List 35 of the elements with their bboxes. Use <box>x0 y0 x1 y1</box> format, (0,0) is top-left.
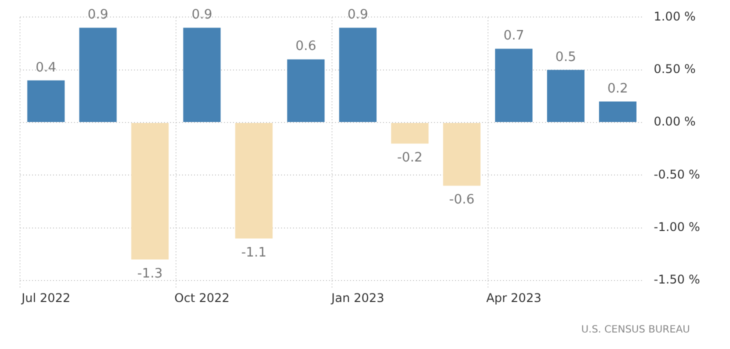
data-label: 0.6 <box>296 39 316 54</box>
data-label: 0.5 <box>555 50 576 65</box>
bar <box>27 80 65 122</box>
x-tick-label: Oct 2022 <box>174 290 230 305</box>
bar <box>79 28 117 122</box>
bar <box>339 28 377 122</box>
data-label: -0.6 <box>449 192 474 208</box>
x-tick-label: Apr 2023 <box>486 290 542 305</box>
bar <box>287 59 325 122</box>
bar <box>131 123 169 260</box>
bar <box>599 101 636 122</box>
y-tick-label: 0.50 % <box>654 62 696 76</box>
data-label: -1.1 <box>241 245 267 260</box>
data-label: 0.9 <box>192 8 212 23</box>
y-tick-label: 1.00 % <box>654 9 696 24</box>
x-tick-label: Jan 2023 <box>330 290 384 305</box>
bar <box>391 123 429 144</box>
text: U.S. CENSUS BUREAU <box>581 324 690 336</box>
data-label: -1.3 <box>137 266 163 282</box>
data-label: 0.9 <box>88 8 108 23</box>
data-label: 0.9 <box>348 8 368 23</box>
bar <box>183 28 221 122</box>
data-label: 0.4 <box>36 60 56 76</box>
y-tick-label: -0.50 % <box>654 167 700 182</box>
data-label: -0.2 <box>397 150 423 166</box>
y-tick-label: -1.00 % <box>654 220 700 234</box>
x-tick-label: Jul 2022 <box>20 290 70 305</box>
bar <box>495 48 532 122</box>
data-label: 0.7 <box>503 28 524 44</box>
y-tick-label: -1.50 % <box>654 272 700 287</box>
bar <box>235 123 273 238</box>
data-label: 0.2 <box>607 81 628 96</box>
bar <box>547 70 584 122</box>
y-tick-label: 0.00 % <box>654 114 696 129</box>
bar <box>443 123 481 186</box>
